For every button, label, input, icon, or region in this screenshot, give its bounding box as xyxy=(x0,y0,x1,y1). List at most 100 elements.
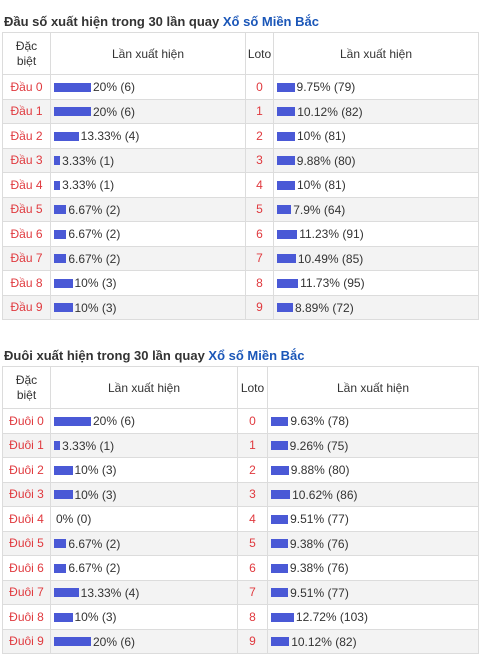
dau-header-lanxuathien-2: Lần xuất hiện xyxy=(273,32,479,75)
frequency-bar xyxy=(271,588,289,598)
frequency-bar xyxy=(277,82,295,92)
right-frequency-cell: 9.51% (77) xyxy=(267,506,479,532)
right-frequency-cell: 9.38% (76) xyxy=(267,555,479,581)
right-frequency-cell: 9.75% (79) xyxy=(273,74,479,100)
frequency-bar xyxy=(54,205,67,215)
table-row: Đầu 2 13.33% (4) 2 10% (81) xyxy=(2,123,479,149)
frequency-bar xyxy=(277,180,295,190)
duoi-table-body: Đuôi 0 20% (6) 0 9.63% (78) Đuôi 1 3.33% (1) 1… xyxy=(2,408,479,654)
duoi-header-lanxuathien-2: Lần xuất hiện xyxy=(267,366,479,409)
frequency-text: 6.67% (2) xyxy=(68,202,121,217)
dau-title: Đầu số xuất hiện trong 30 lần quay Xổ số… xyxy=(0,12,480,32)
frequency-bar xyxy=(271,465,289,475)
table-row: Đầu 9 10% (3) 9 8.89% (72) xyxy=(2,294,479,320)
left-frequency-cell: 0% (0) xyxy=(50,506,238,532)
frequency-text: 6.67% (2) xyxy=(68,227,121,242)
loto-number: 9 xyxy=(237,628,268,654)
frequency-text: 10.12% (82) xyxy=(291,634,357,649)
frequency-bar xyxy=(277,229,298,239)
row-label: Đuôi 0 xyxy=(2,408,51,434)
left-frequency-cell: 10% (3) xyxy=(50,294,246,320)
table-row: Đuôi 0 20% (6) 0 9.63% (78) xyxy=(2,408,479,434)
row-label: Đầu 3 xyxy=(2,147,51,173)
loto-number: 5 xyxy=(245,196,274,222)
frequency-bar xyxy=(277,278,299,288)
loto-number: 1 xyxy=(245,98,274,124)
frequency-text: 10% (3) xyxy=(74,487,117,502)
duoi-title-link[interactable]: Xổ số Miền Bắc xyxy=(208,348,305,363)
loto-number: 0 xyxy=(245,74,274,100)
right-frequency-cell: 10.12% (82) xyxy=(267,628,479,654)
frequency-text: 10% (81) xyxy=(297,178,346,193)
row-label: Đầu 5 xyxy=(2,196,51,222)
frequency-bar xyxy=(54,229,67,239)
duoi-header-row: Đặc biệt Lần xuất hiện Loto Lần xuất hiện xyxy=(2,366,479,409)
loto-number: 9 xyxy=(245,294,274,320)
dau-header-loto: Loto xyxy=(245,32,274,75)
table-row: Đầu 7 6.67% (2) 7 10.49% (85) xyxy=(2,245,479,271)
dau-title-link[interactable]: Xổ số Miền Bắc xyxy=(222,14,319,29)
loto-number: 3 xyxy=(237,481,268,507)
loto-number: 2 xyxy=(237,457,268,483)
frequency-text: 9.26% (75) xyxy=(289,438,349,453)
frequency-text: 9.88% (80) xyxy=(296,153,356,168)
left-frequency-cell: 20% (6) xyxy=(50,628,238,654)
dau-section: Đầu số xuất hiện trong 30 lần quay Xổ số… xyxy=(0,12,480,320)
frequency-text: 9.38% (76) xyxy=(289,561,349,576)
left-frequency-cell: 20% (6) xyxy=(50,98,246,124)
right-frequency-cell: 11.23% (91) xyxy=(273,221,479,247)
table-row: Đuôi 2 10% (3) 2 9.88% (80) xyxy=(2,457,479,483)
frequency-bar xyxy=(271,441,288,451)
loto-number: 8 xyxy=(245,270,274,296)
frequency-text: 20% (6) xyxy=(93,634,136,649)
left-frequency-cell: 6.67% (2) xyxy=(50,245,246,271)
row-label: Đuôi 5 xyxy=(2,530,51,556)
right-frequency-cell: 7.9% (64) xyxy=(273,196,479,222)
loto-number: 1 xyxy=(237,432,268,458)
frequency-bar xyxy=(54,416,91,426)
loto-number: 8 xyxy=(237,604,268,630)
frequency-bar xyxy=(271,416,289,426)
left-frequency-cell: 6.67% (2) xyxy=(50,555,238,581)
frequency-bar xyxy=(54,303,73,313)
frequency-text: 3.33% (1) xyxy=(62,153,115,168)
row-label: Đầu 7 xyxy=(2,245,51,271)
frequency-bar xyxy=(54,563,67,573)
frequency-text: 0% (0) xyxy=(56,512,92,527)
frequency-text: 10% (3) xyxy=(74,463,117,478)
frequency-bar xyxy=(277,303,293,313)
table-row: Đầu 1 20% (6) 1 10.12% (82) xyxy=(2,98,479,124)
table-row: Đuôi 8 10% (3) 8 12.72% (103) xyxy=(2,604,479,630)
frequency-text: 7.9% (64) xyxy=(293,202,346,217)
frequency-text: 10% (3) xyxy=(74,276,117,291)
loto-number: 7 xyxy=(245,245,274,271)
duoi-header-lanxuathien: Lần xuất hiện xyxy=(50,366,238,409)
left-frequency-cell: 13.33% (4) xyxy=(50,123,246,149)
table-row: Đầu 0 20% (6) 0 9.75% (79) xyxy=(2,74,479,100)
dau-header-lanxuathien: Lần xuất hiện xyxy=(50,32,246,75)
frequency-bar xyxy=(271,539,288,549)
left-frequency-cell: 6.67% (2) xyxy=(50,196,246,222)
frequency-bar xyxy=(271,612,294,622)
left-frequency-cell: 20% (6) xyxy=(50,74,246,100)
dau-header-row: Đặc biệt Lần xuất hiện Loto Lần xuất hiện xyxy=(2,32,479,75)
loto-number: 0 xyxy=(237,408,268,434)
frequency-text: 10% (3) xyxy=(74,610,117,625)
frequency-bar xyxy=(54,490,73,500)
row-label: Đuôi 1 xyxy=(2,432,51,458)
frequency-bar xyxy=(277,131,295,141)
frequency-bar xyxy=(54,278,73,288)
loto-number: 2 xyxy=(245,123,274,149)
table-row: Đầu 4 3.33% (1) 4 10% (81) xyxy=(2,172,479,198)
frequency-text: 3.33% (1) xyxy=(62,438,115,453)
loto-number: 6 xyxy=(245,221,274,247)
loto-number: 6 xyxy=(237,555,268,581)
row-label: Đuôi 2 xyxy=(2,457,51,483)
frequency-bar xyxy=(54,156,61,166)
duoi-table: Đặc biệt Lần xuất hiện Loto Lần xuất hiện… xyxy=(2,366,479,654)
frequency-text: 9.63% (78) xyxy=(290,414,350,429)
right-frequency-cell: 11.73% (95) xyxy=(273,270,479,296)
frequency-text: 10.62% (86) xyxy=(292,487,358,502)
left-frequency-cell: 10% (3) xyxy=(50,604,238,630)
loto-number: 4 xyxy=(245,172,274,198)
